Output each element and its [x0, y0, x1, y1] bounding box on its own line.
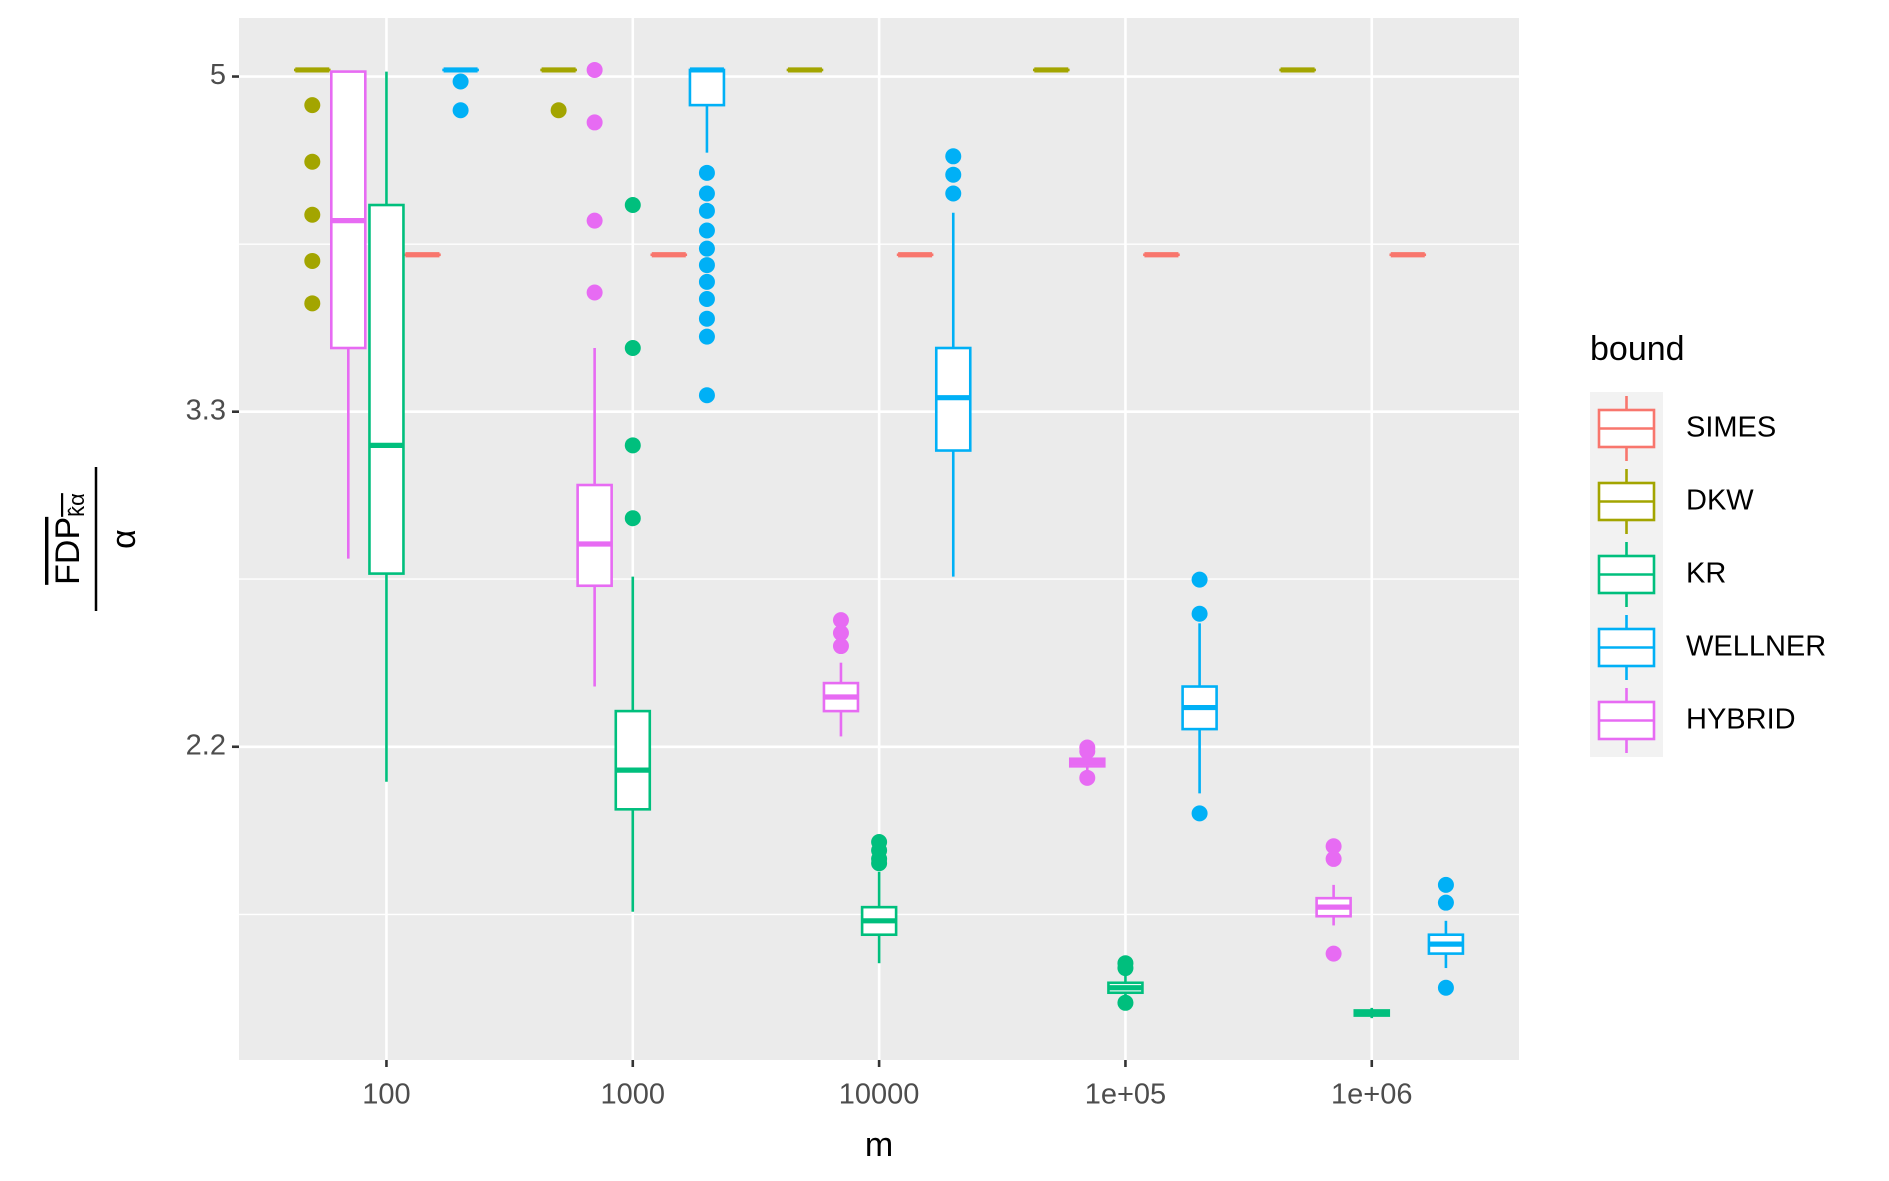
outlier [1079, 743, 1096, 760]
box [368, 203, 405, 575]
outlier [698, 202, 715, 219]
marks [294, 61, 1465, 1019]
outlier [1191, 805, 1208, 822]
outlier [452, 102, 469, 119]
x-tick-label: 1000 [601, 1079, 666, 1111]
outlier [624, 340, 641, 357]
outlier [304, 97, 321, 114]
outlier [1437, 979, 1454, 996]
outlier [698, 164, 715, 181]
outlier [624, 197, 641, 214]
outlier [1117, 994, 1134, 1011]
outlier [586, 212, 603, 229]
x-tick-label: 10000 [839, 1079, 920, 1111]
outlier [586, 61, 603, 78]
outlier [304, 295, 321, 312]
legend-label: KR [1686, 558, 1726, 590]
y-tick-label: 2.2 [186, 729, 226, 761]
y-title-num-text: FDP [49, 517, 87, 585]
outlier [1325, 850, 1342, 867]
outlier [586, 114, 603, 131]
x-tick-label: 100 [362, 1079, 410, 1111]
outlier [698, 387, 715, 404]
x-tick-label: 1e+05 [1085, 1079, 1166, 1111]
outlier [1437, 876, 1454, 893]
box [576, 483, 613, 588]
outlier [1325, 838, 1342, 855]
outlier [698, 257, 715, 274]
y-tick-label: 5 [210, 59, 226, 91]
box [329, 70, 367, 350]
box [614, 709, 652, 811]
outlier [1191, 571, 1208, 588]
legend-label: SIMES [1686, 412, 1776, 444]
legend: SIMES DKW KR WELLNER HYBRID [1590, 392, 1826, 757]
outlier [304, 153, 321, 170]
y-title-denominator: α [105, 529, 143, 549]
outlier [1117, 960, 1134, 977]
outlier [452, 73, 469, 90]
legend-label: DKW [1686, 485, 1754, 517]
outlier [624, 437, 641, 454]
x-axis-title: m [865, 1126, 893, 1164]
legend-label: HYBRID [1686, 704, 1796, 736]
outlier [1437, 894, 1454, 911]
outlier [586, 284, 603, 301]
outlier [832, 624, 849, 641]
y-title-numerator: FDPk̂α [49, 493, 89, 585]
outlier [698, 222, 715, 239]
outlier [1079, 769, 1096, 786]
outlier [945, 185, 962, 202]
y-title-sub: k̂α [64, 493, 89, 517]
outlier [624, 510, 641, 527]
outlier [698, 240, 715, 257]
x-tick-label: 1e+06 [1331, 1079, 1412, 1111]
outlier [698, 310, 715, 327]
outlier [304, 252, 321, 269]
outlier [832, 612, 849, 629]
outlier [1325, 945, 1342, 962]
outlier [698, 273, 715, 290]
outlier [698, 328, 715, 345]
y-tick-label: 3.3 [186, 394, 226, 426]
outlier [945, 166, 962, 183]
legend-label: WELLNER [1686, 631, 1826, 663]
outlier [871, 855, 888, 872]
y-axis-title: FDPk̂α α [49, 467, 143, 611]
outlier [832, 638, 849, 655]
legend-title: bound [1590, 330, 1685, 368]
outlier [304, 206, 321, 223]
outlier [698, 290, 715, 307]
outlier [550, 102, 567, 119]
box [688, 68, 726, 107]
outlier [945, 148, 962, 165]
outlier [698, 185, 715, 202]
outlier [1191, 605, 1208, 622]
